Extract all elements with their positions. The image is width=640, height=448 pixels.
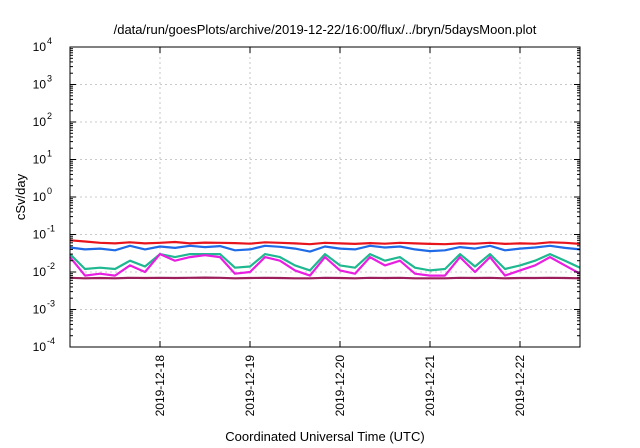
y-tick-exponent: 2 xyxy=(47,111,52,121)
x-axis: 2019-12-18 2019-12-19 2019-12-20 2019-12-21… xyxy=(153,47,527,416)
series-line-4 xyxy=(69,253,581,277)
x-tick-label: 2019-12-20 xyxy=(333,355,347,417)
y-tick-label: 10 xyxy=(33,78,47,92)
grid xyxy=(70,47,580,347)
series-line-5 xyxy=(69,276,581,280)
x-tick-label: 2019-12-18 xyxy=(153,355,167,417)
x-tick-label: 2019-12-21 xyxy=(423,355,437,417)
y-tick-label: 10 xyxy=(33,40,47,54)
y-tick-exponent: -2 xyxy=(47,261,55,271)
y-tick-label: 10 xyxy=(33,115,47,129)
y-tick-exponent: -1 xyxy=(47,224,55,234)
y-axis-label: cSv/day xyxy=(13,173,28,220)
y-tick-exponent: -3 xyxy=(47,299,55,309)
y-tick-exponent: 4 xyxy=(47,36,52,46)
x-axis-label: Coordinated Universal Time (UTC) xyxy=(225,429,424,444)
y-tick-label: 10 xyxy=(33,265,47,279)
x-tick-label: 2019-12-22 xyxy=(513,355,527,417)
y-tick-exponent: 0 xyxy=(47,186,52,196)
y-tick-label: 10 xyxy=(33,228,47,242)
y-tick-label: 10 xyxy=(33,303,47,317)
series-line-1 xyxy=(69,239,581,246)
chart-title: /data/run/goesPlots/archive/2019-12-22/1… xyxy=(114,22,537,37)
x-tick-label: 2019-12-19 xyxy=(243,355,257,417)
series-line-3 xyxy=(69,253,581,272)
series-layer xyxy=(69,239,581,280)
y-tick-exponent: -4 xyxy=(47,336,55,346)
series-line-2 xyxy=(69,244,581,253)
y-tick-label: 10 xyxy=(33,340,47,354)
y-tick-label: 10 xyxy=(33,190,47,204)
y-tick-label: 10 xyxy=(33,153,47,167)
y-tick-exponent: 3 xyxy=(47,74,52,84)
y-tick-exponent: 1 xyxy=(47,149,52,159)
